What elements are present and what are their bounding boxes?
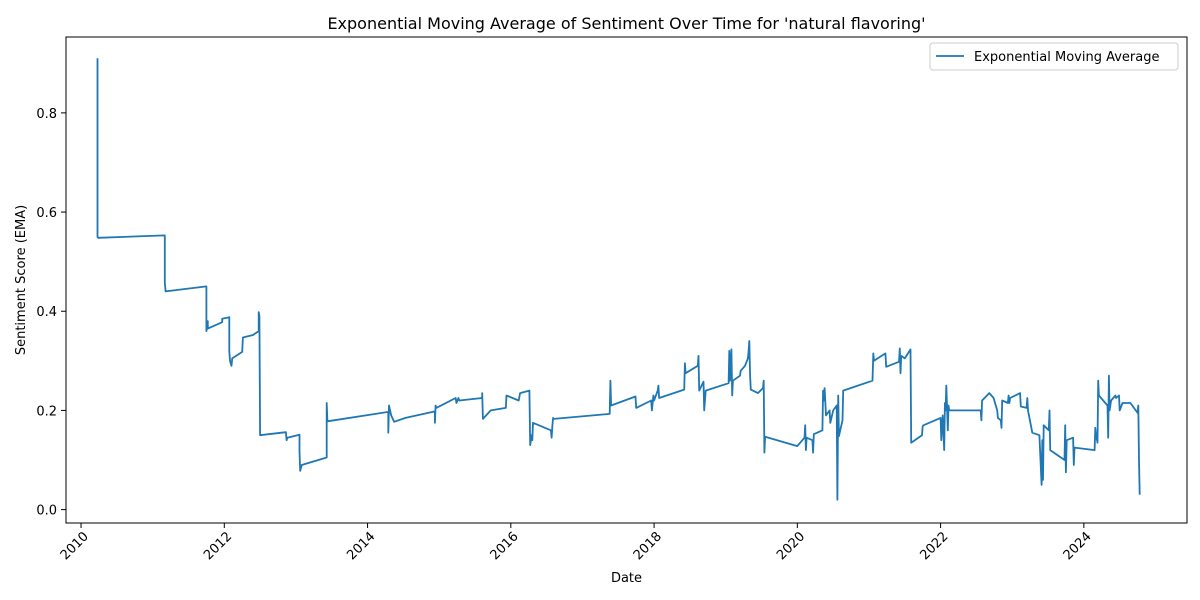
y-tick-label: 0.6 — [36, 206, 57, 221]
x-tick-label: 2022 — [917, 529, 951, 563]
plot-frame — [65, 36, 1188, 524]
y-tick-label: 0.4 — [36, 305, 57, 320]
x-tick-label: 2020 — [774, 529, 808, 563]
x-tick-label: 2014 — [344, 529, 378, 563]
series-line-0 — [96, 58, 1141, 501]
legend: Exponential Moving Average — [929, 42, 1179, 71]
y-axis-label: Sentiment Score (EMA) — [14, 205, 29, 355]
chart-title: Exponential Moving Average of Sentiment … — [327, 14, 925, 33]
x-tick-label: 2024 — [1061, 529, 1095, 563]
x-tick-label: 2010 — [58, 529, 92, 563]
x-ticks: 2010 2012 2014 2016 2018 2020 2022 2024 — [58, 523, 1095, 563]
x-tick-label: 2018 — [631, 529, 665, 563]
y-tick-label: 0.0 — [36, 504, 57, 519]
y-tick-label: 0.8 — [36, 107, 57, 122]
x-tick-label: 2016 — [488, 529, 522, 563]
x-tick-label: 2012 — [201, 529, 235, 563]
legend-box — [929, 42, 1179, 71]
y-tick-label: 0.2 — [36, 404, 57, 419]
legend-label: Exponential Moving Average — [974, 50, 1160, 65]
y-ticks: 0.0 0.2 0.4 0.6 0.8 — [36, 107, 66, 519]
plot-lines — [96, 58, 1141, 501]
x-axis-label: Date — [611, 571, 642, 586]
